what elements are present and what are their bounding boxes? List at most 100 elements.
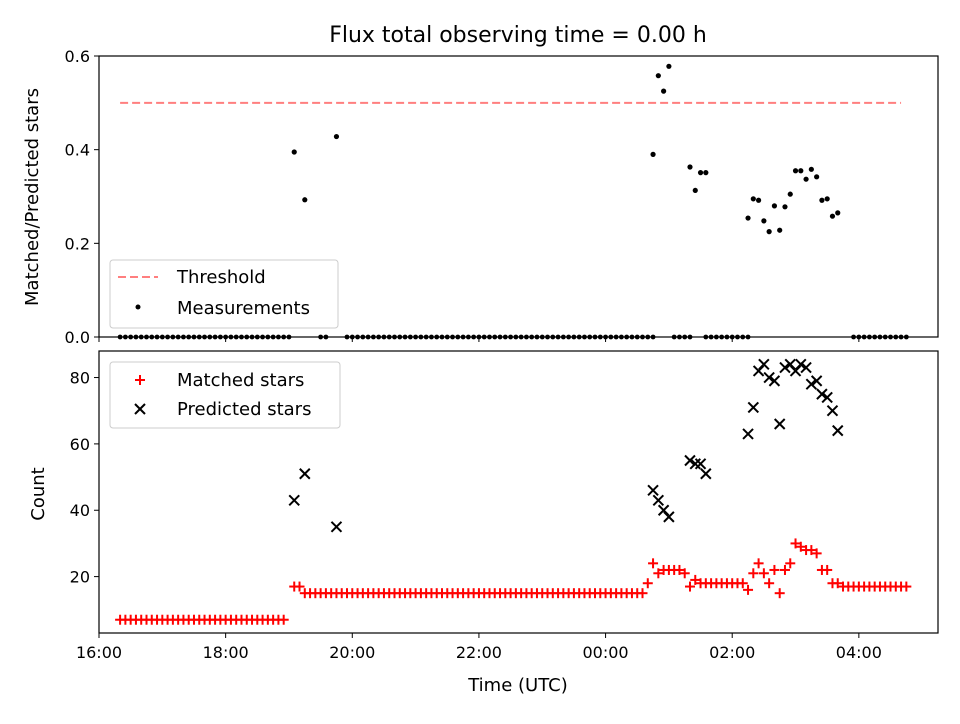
ratio-legend-box bbox=[109, 259, 339, 329]
predicted-point-b bbox=[832, 424, 844, 437]
measurement-point bbox=[333, 133, 340, 140]
matched-point bbox=[679, 568, 690, 579]
ratio-y-tick-label: 0.6 bbox=[65, 47, 90, 66]
predicted-point bbox=[795, 358, 807, 370]
matched-point bbox=[811, 548, 822, 559]
legend-matched-marker bbox=[135, 375, 145, 385]
x-tick-label: 20:00 bbox=[329, 643, 375, 662]
matched-point bbox=[737, 578, 748, 589]
predicted-point-b bbox=[773, 418, 786, 430]
measurement-point bbox=[835, 210, 841, 216]
predicted-point-b bbox=[663, 511, 675, 523]
legend-matched-swatch bbox=[135, 375, 145, 385]
predicted-point-b bbox=[800, 361, 812, 374]
measurement-point bbox=[661, 88, 667, 94]
predicted-point-b bbox=[795, 358, 807, 370]
ratio-legend: Threshold Measurements bbox=[109, 259, 339, 329]
matched-point bbox=[832, 578, 843, 589]
matched-point bbox=[790, 538, 801, 549]
predicted-point-b bbox=[784, 358, 796, 370]
measurement-point bbox=[666, 63, 672, 69]
count-legend: Matched stars Predicted stars bbox=[109, 361, 341, 429]
predicted-point-b bbox=[647, 484, 659, 497]
predicted-point bbox=[652, 494, 665, 507]
predicted-point bbox=[330, 521, 343, 533]
measurement-point bbox=[703, 170, 709, 176]
measurement-point bbox=[792, 168, 799, 174]
predicted-point-b bbox=[742, 428, 754, 440]
legend-predicted-marker bbox=[134, 403, 146, 415]
legend-predicted-marker-b bbox=[134, 403, 146, 415]
count-y-axis-label: Count bbox=[28, 467, 49, 520]
predicted-point bbox=[288, 494, 300, 507]
count-y-tick-label: 40 bbox=[70, 501, 90, 520]
measurement-point bbox=[808, 166, 814, 172]
matched-point bbox=[748, 568, 759, 579]
predicted-point bbox=[826, 405, 839, 417]
predicted-point-b bbox=[747, 401, 760, 414]
count-y-tick-label: 80 bbox=[70, 369, 90, 388]
count-data bbox=[115, 358, 912, 625]
measurement-point bbox=[829, 213, 836, 219]
predicted-point-b bbox=[288, 494, 300, 507]
predicted-point-b bbox=[758, 358, 770, 370]
measurement-point bbox=[687, 164, 693, 170]
predicted-point bbox=[805, 378, 818, 390]
predicted-point-b bbox=[810, 375, 823, 387]
measurement-point bbox=[650, 151, 656, 157]
matched-point bbox=[648, 558, 659, 569]
predicted-point-b bbox=[816, 388, 828, 400]
predicted-point-b bbox=[299, 468, 311, 480]
predicted-point bbox=[758, 358, 770, 370]
count-legend-box bbox=[109, 361, 341, 429]
legend-matched-label: Matched stars bbox=[177, 370, 304, 391]
count-y-tick-label: 20 bbox=[70, 568, 90, 587]
predicted-point bbox=[773, 418, 786, 430]
matched-point bbox=[822, 564, 833, 575]
matched-point bbox=[774, 588, 785, 599]
x-tick-label: 18:00 bbox=[203, 643, 249, 662]
ratio-panel: 0.0 0.2 0.4 0.6 Matched/Predicted stars Thr… bbox=[22, 47, 939, 347]
x-tick-label: 00:00 bbox=[583, 643, 629, 662]
predicted-point bbox=[800, 361, 812, 374]
matched-point bbox=[278, 614, 289, 625]
ratio-y-tick-label: 0.2 bbox=[65, 234, 90, 253]
measurement-point bbox=[798, 168, 804, 174]
legend-predicted-label: Predicted stars bbox=[177, 399, 311, 420]
matched-point bbox=[700, 578, 711, 589]
predicted-point bbox=[763, 371, 775, 384]
predicted-point bbox=[832, 424, 844, 437]
x-axis-label: Time (UTC) bbox=[467, 675, 568, 696]
measurement-point bbox=[814, 174, 820, 180]
count-axes: 20 40 60 80 16:00 18:00 20:00 22:00 00:00 02:00 04… bbox=[70, 369, 882, 662]
x-tick-label: 16:00 bbox=[76, 643, 122, 662]
matched-point bbox=[764, 578, 775, 589]
predicted-point bbox=[694, 458, 707, 470]
matched-point bbox=[690, 574, 701, 585]
ratio-y-tick-label: 0.4 bbox=[65, 141, 90, 160]
legend-measurements-swatch bbox=[135, 304, 141, 310]
ratio-axes: 0.0 0.2 0.4 0.6 bbox=[65, 47, 860, 347]
x-tick-label: 02:00 bbox=[709, 643, 755, 662]
predicted-point-b bbox=[684, 454, 696, 467]
x-tick-label: 04:00 bbox=[836, 643, 882, 662]
predicted-point-b bbox=[768, 375, 781, 387]
matched-point bbox=[779, 564, 790, 575]
measurement-point bbox=[777, 227, 783, 233]
measurement-point bbox=[782, 204, 788, 210]
matched-point bbox=[806, 545, 817, 556]
predicted-point bbox=[684, 454, 696, 467]
count-plot-frame bbox=[98, 350, 939, 634]
predicted-point-b bbox=[700, 468, 712, 480]
matched-point bbox=[785, 558, 796, 569]
predicted-point bbox=[810, 375, 823, 387]
predicted-point bbox=[768, 375, 781, 387]
predicted-point bbox=[647, 484, 659, 497]
legend-threshold-label: Threshold bbox=[176, 267, 266, 288]
predicted-point-b bbox=[330, 521, 343, 533]
measurement-point bbox=[803, 176, 809, 182]
measurement-point bbox=[745, 215, 751, 221]
predicted-point bbox=[779, 361, 791, 374]
